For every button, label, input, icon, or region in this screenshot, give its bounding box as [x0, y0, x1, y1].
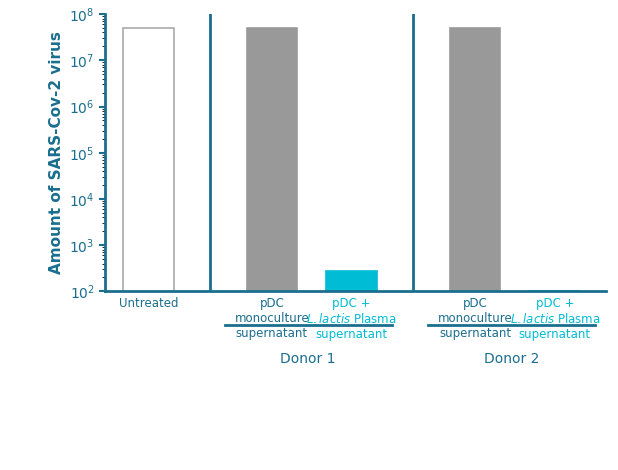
Bar — [326, 271, 377, 470]
Bar — [450, 28, 501, 470]
Text: pDC
monoculture
supernatant: pDC monoculture supernatant — [235, 297, 309, 340]
Bar — [123, 28, 174, 470]
Text: pDC +
$\it{L. lactis}$ Plasma
supernatant: pDC + $\it{L. lactis}$ Plasma supernatan… — [510, 297, 600, 341]
Text: Donor 2: Donor 2 — [484, 352, 539, 367]
Text: Donor 1: Donor 1 — [281, 352, 336, 367]
Text: pDC
monoculture
supernatant: pDC monoculture supernatant — [438, 297, 512, 340]
Bar — [530, 291, 580, 470]
Text: pDC +
$\it{L. lactis}$ Plasma
supernatant: pDC + $\it{L. lactis}$ Plasma supernatan… — [307, 297, 397, 341]
Y-axis label: Amount of SARS-Cov-2 virus: Amount of SARS-Cov-2 virus — [49, 31, 64, 274]
Bar — [247, 28, 297, 470]
Text: Untreated: Untreated — [119, 297, 179, 310]
